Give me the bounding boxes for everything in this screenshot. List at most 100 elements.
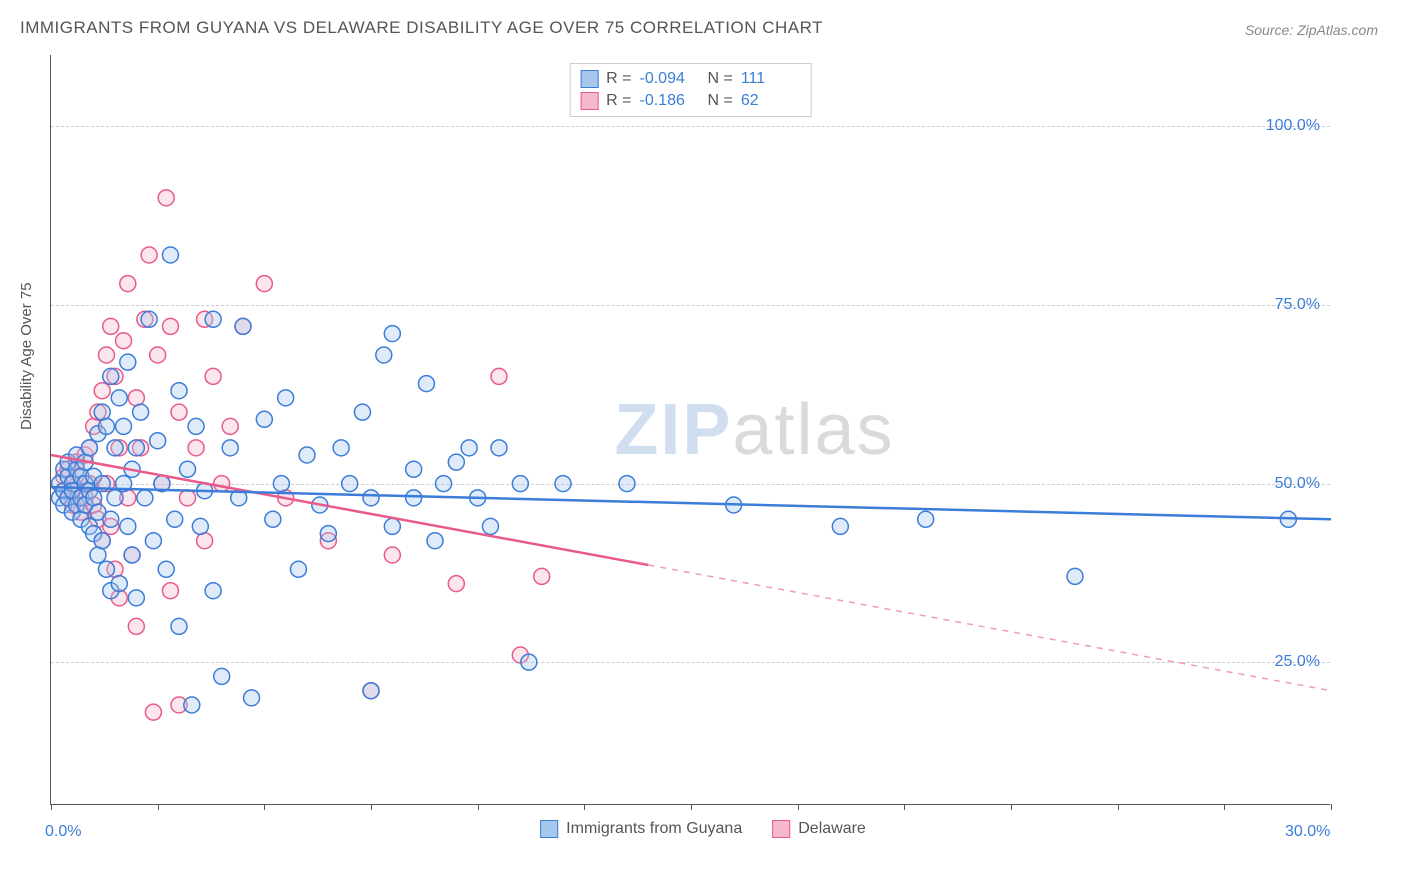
scatter-point — [158, 190, 174, 206]
scatter-point — [273, 476, 289, 492]
scatter-point — [418, 376, 434, 392]
scatter-point — [222, 418, 238, 434]
scatter-point — [162, 583, 178, 599]
legend-n-value-0: 111 — [741, 70, 801, 88]
scatter-point — [265, 511, 281, 527]
scatter-point — [482, 518, 498, 534]
scatter-point — [90, 547, 106, 563]
scatter-point — [256, 276, 272, 292]
scatter-svg — [51, 55, 1331, 805]
scatter-point — [94, 404, 110, 420]
legend-swatch-0 — [580, 70, 598, 88]
scatter-point — [133, 404, 149, 420]
scatter-point — [128, 590, 144, 606]
scatter-point — [363, 490, 379, 506]
scatter-point — [98, 347, 114, 363]
legend-stats: R = -0.094 N = 111 R = -0.186 N = 62 — [569, 63, 812, 117]
scatter-point — [832, 518, 848, 534]
scatter-point — [124, 547, 140, 563]
scatter-point — [116, 333, 132, 349]
legend-bottom-label-1: Delaware — [798, 820, 866, 838]
legend-bottom-swatch-1 — [772, 820, 790, 838]
scatter-point — [171, 404, 187, 420]
scatter-point — [376, 347, 392, 363]
scatter-point — [619, 476, 635, 492]
x-tick — [1331, 804, 1332, 810]
scatter-point — [180, 461, 196, 477]
legend-r-value-0: -0.094 — [640, 70, 700, 88]
scatter-point — [188, 418, 204, 434]
scatter-point — [137, 490, 153, 506]
y-axis-label: Disability Age Over 75 — [18, 282, 35, 430]
legend-n-label-0: N = — [708, 70, 733, 88]
scatter-point — [167, 511, 183, 527]
scatter-point — [180, 490, 196, 506]
scatter-point — [98, 561, 114, 577]
scatter-point — [150, 433, 166, 449]
scatter-point — [120, 518, 136, 534]
legend-bottom: Immigrants from Guyana Delaware — [540, 820, 866, 838]
scatter-point — [145, 533, 161, 549]
chart-title: IMMIGRANTS FROM GUYANA VS DELAWARE DISAB… — [20, 18, 823, 38]
scatter-point — [98, 418, 114, 434]
scatter-point — [448, 576, 464, 592]
scatter-point — [205, 368, 221, 384]
legend-stats-row-1: R = -0.186 N = 62 — [580, 90, 801, 112]
scatter-point — [103, 511, 119, 527]
scatter-point — [111, 576, 127, 592]
legend-n-label-1: N = — [708, 92, 733, 110]
scatter-point — [363, 683, 379, 699]
scatter-point — [1067, 568, 1083, 584]
legend-n-value-1: 62 — [741, 92, 801, 110]
scatter-point — [521, 654, 537, 670]
scatter-point — [436, 476, 452, 492]
legend-r-value-1: -0.186 — [640, 92, 700, 110]
scatter-point — [205, 583, 221, 599]
scatter-point — [128, 390, 144, 406]
legend-bottom-label-0: Immigrants from Guyana — [566, 820, 742, 838]
scatter-point — [158, 561, 174, 577]
scatter-point — [94, 533, 110, 549]
source-attribution: Source: ZipAtlas.com — [1245, 22, 1378, 38]
legend-bottom-item-0: Immigrants from Guyana — [540, 820, 742, 838]
scatter-point — [406, 461, 422, 477]
scatter-point — [141, 247, 157, 263]
scatter-point — [197, 533, 213, 549]
scatter-point — [145, 704, 161, 720]
scatter-point — [94, 383, 110, 399]
scatter-point — [491, 440, 507, 456]
scatter-point — [103, 318, 119, 334]
scatter-point — [555, 476, 571, 492]
scatter-point — [299, 447, 315, 463]
scatter-point — [214, 668, 230, 684]
scatter-point — [222, 440, 238, 456]
scatter-point — [918, 511, 934, 527]
x-tick-label: 0.0% — [45, 823, 81, 841]
scatter-point — [120, 276, 136, 292]
scatter-point — [162, 318, 178, 334]
scatter-point — [406, 490, 422, 506]
scatter-point — [150, 347, 166, 363]
scatter-point — [333, 440, 349, 456]
scatter-point — [86, 490, 102, 506]
scatter-point — [214, 476, 230, 492]
scatter-point — [116, 418, 132, 434]
legend-r-label-0: R = — [606, 70, 631, 88]
scatter-point — [111, 390, 127, 406]
scatter-point — [235, 318, 251, 334]
legend-r-label-1: R = — [606, 92, 631, 110]
x-tick-label: 30.0% — [1285, 823, 1330, 841]
scatter-point — [107, 440, 123, 456]
scatter-point — [188, 440, 204, 456]
scatter-point — [512, 476, 528, 492]
scatter-point — [162, 247, 178, 263]
scatter-point — [278, 390, 294, 406]
scatter-point — [192, 518, 208, 534]
scatter-point — [384, 547, 400, 563]
scatter-point — [103, 368, 119, 384]
scatter-point — [534, 568, 550, 584]
scatter-point — [427, 533, 443, 549]
scatter-point — [141, 311, 157, 327]
legend-bottom-swatch-0 — [540, 820, 558, 838]
legend-bottom-item-1: Delaware — [772, 820, 866, 838]
